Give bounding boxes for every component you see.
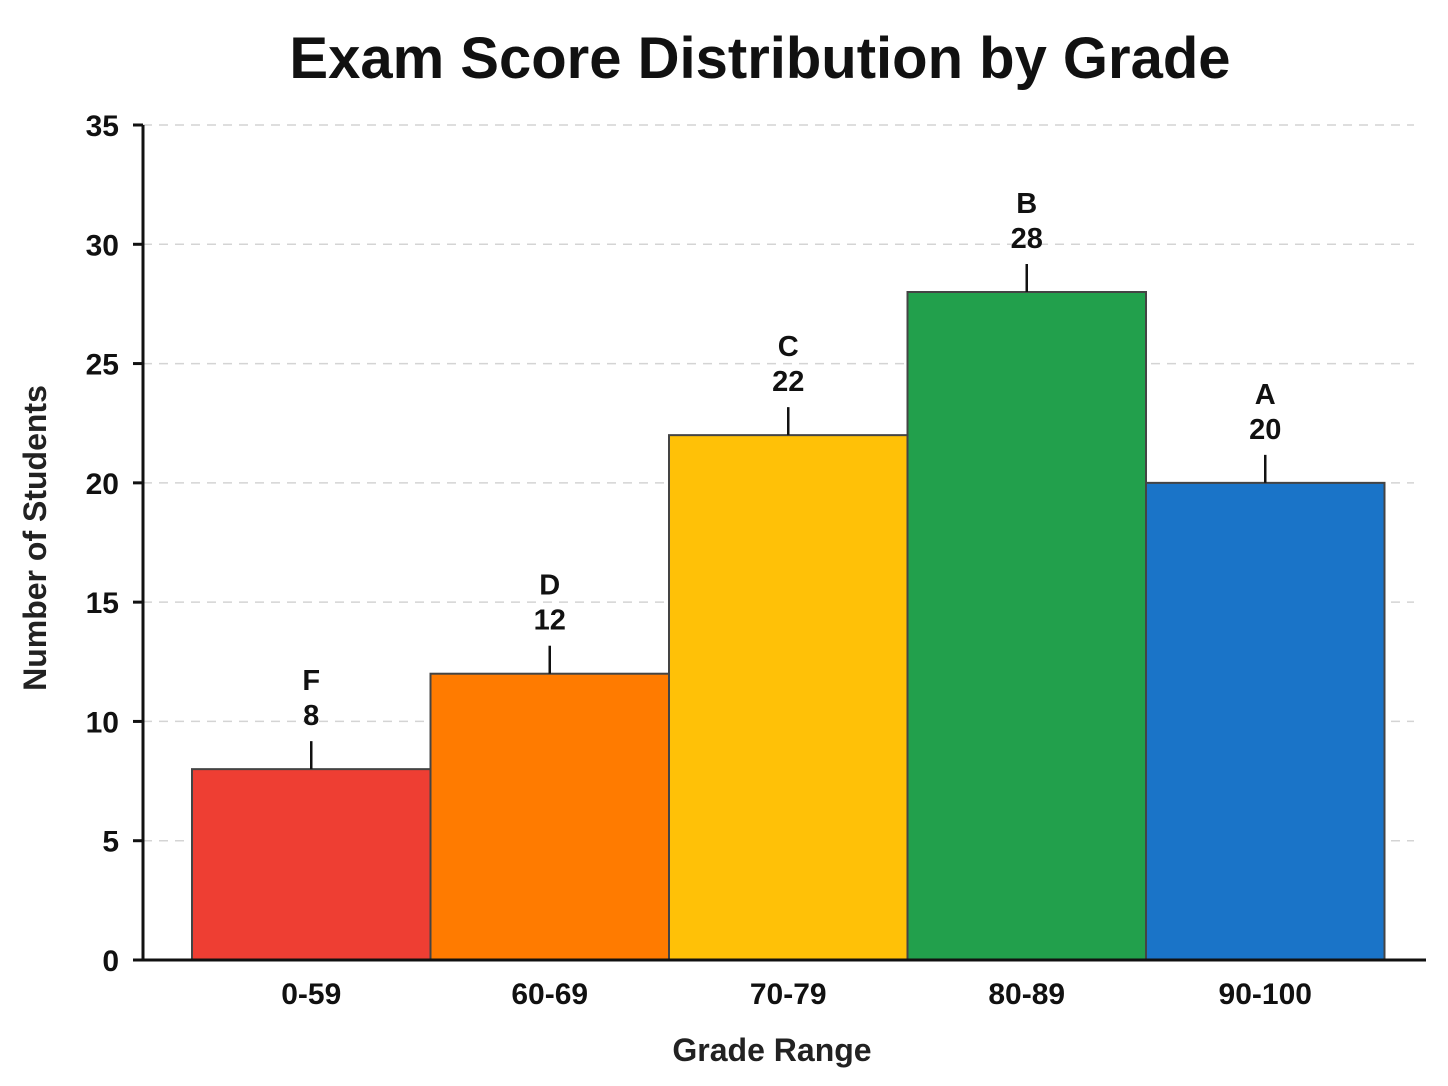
bar-90-100 bbox=[1145, 481, 1386, 961]
bar-0-59 bbox=[191, 768, 432, 962]
x-tick-label-60-69: 60-69 bbox=[511, 978, 588, 1011]
y-tick-labels: 0 5 10 15 20 25 30 35 bbox=[86, 110, 143, 978]
x-axis-title: Grade Range bbox=[672, 1032, 871, 1068]
grade-label-B: B bbox=[1016, 188, 1037, 220]
y-tick-label-15: 15 bbox=[86, 587, 119, 620]
y-tick-label-35: 35 bbox=[86, 110, 119, 143]
y-tick-label-10: 10 bbox=[86, 706, 119, 739]
chart-title: Exam Score Distribution by Grade bbox=[289, 26, 1230, 91]
bar-80-89 bbox=[906, 291, 1147, 961]
value-label-90-100: 20 bbox=[1249, 414, 1281, 446]
value-label-80-89: 28 bbox=[1011, 223, 1043, 255]
value-label-60-69: 12 bbox=[534, 605, 566, 637]
grade-label-C: C bbox=[778, 331, 799, 363]
grade-label-F: F bbox=[302, 665, 320, 697]
y-tick-label-0: 0 bbox=[102, 945, 119, 978]
x-tick-labels: 0-59 60-69 70-79 80-89 90-100 bbox=[281, 978, 1312, 1011]
y-tick-label-5: 5 bbox=[102, 826, 119, 859]
y-tick-label-30: 30 bbox=[86, 229, 119, 262]
x-tick-label-80-89: 80-89 bbox=[988, 978, 1065, 1011]
x-tick-label-0-59: 0-59 bbox=[281, 978, 341, 1011]
bar-70-79 bbox=[668, 434, 909, 961]
grade-label-D: D bbox=[539, 570, 560, 602]
y-tick-label-25: 25 bbox=[86, 349, 119, 382]
y-axis-title: Number of Students bbox=[17, 385, 53, 691]
grade-label-A: A bbox=[1255, 379, 1276, 411]
x-tick-label-90-100: 90-100 bbox=[1219, 978, 1312, 1011]
y-tick-label-20: 20 bbox=[86, 468, 119, 501]
bars bbox=[191, 291, 1386, 962]
value-label-70-79: 22 bbox=[772, 366, 804, 398]
axes bbox=[141, 125, 1426, 962]
bar-60-69 bbox=[429, 672, 670, 961]
x-tick-label-70-79: 70-79 bbox=[750, 978, 827, 1011]
value-label-0-59: 8 bbox=[303, 700, 319, 732]
data-labels: 8F 12D 22C 28B 20A bbox=[302, 188, 1281, 770]
